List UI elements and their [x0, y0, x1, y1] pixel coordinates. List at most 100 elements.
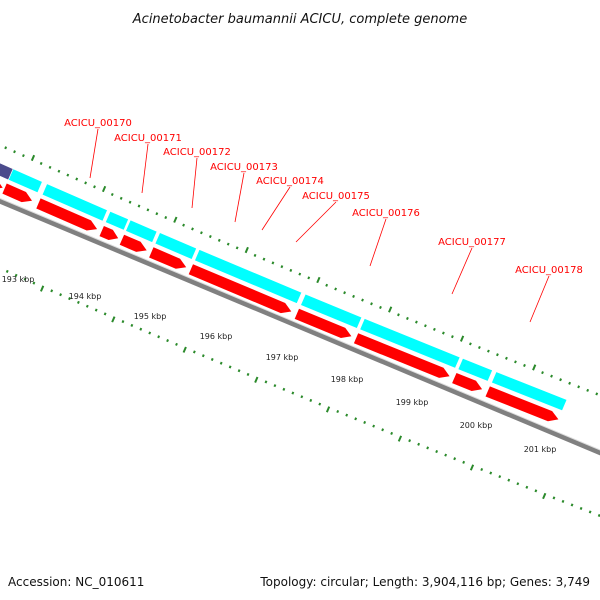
- gene-label: ACICU_00177: [438, 237, 506, 248]
- gene-feature: [359, 318, 461, 369]
- gene-label: ACICU_00176: [352, 208, 420, 219]
- inner-minor-tick: [498, 475, 502, 479]
- outer-minor-tick: [66, 173, 70, 177]
- outer-minor-tick: [271, 261, 275, 265]
- outer-minor-tick: [280, 265, 284, 269]
- outer-minor-tick: [450, 335, 454, 339]
- scale-label: 198 kbp: [331, 375, 364, 384]
- cds-feature: [99, 226, 119, 240]
- inner-minor-tick: [354, 417, 358, 421]
- cds-feature: [2, 183, 33, 203]
- inner-major-tick: [325, 406, 331, 413]
- outer-minor-tick: [39, 161, 43, 165]
- outer-minor-tick: [577, 385, 581, 389]
- outer-minor-tick: [182, 223, 185, 227]
- outer-minor-tick: [307, 276, 311, 280]
- inner-minor-tick: [219, 361, 223, 365]
- scale-label: 199 kbp: [396, 398, 429, 407]
- outer-minor-tick: [208, 235, 212, 239]
- outer-minor-tick: [441, 331, 445, 335]
- gene-feature: [154, 232, 197, 260]
- inner-minor-tick: [76, 300, 80, 304]
- inner-minor-tick: [588, 510, 592, 514]
- accession-text: Accession: NC_010611: [8, 575, 144, 589]
- inner-minor-tick: [228, 365, 232, 369]
- scale-label: 197 kbp: [266, 353, 299, 362]
- outer-minor-tick: [423, 324, 427, 328]
- cds-feature: [485, 386, 559, 422]
- inner-minor-tick: [273, 384, 277, 388]
- inner-minor-tick: [534, 489, 538, 493]
- inner-minor-tick: [408, 439, 412, 443]
- gene-label-leader: [451, 247, 473, 295]
- outer-minor-tick: [505, 356, 508, 360]
- inner-minor-tick: [68, 297, 71, 301]
- inner-minor-tick: [453, 457, 457, 461]
- outer-minor-tick: [496, 353, 499, 357]
- inner-minor-tick: [282, 387, 286, 391]
- inner-minor-tick: [480, 467, 484, 472]
- gene-feature: [41, 183, 108, 222]
- outer-minor-tick: [397, 313, 400, 317]
- outer-minor-tick: [352, 294, 355, 298]
- outer-minor-tick: [487, 349, 490, 353]
- outer-minor-tick: [406, 316, 409, 320]
- inner-minor-tick: [175, 342, 178, 346]
- gene-label-leader: [529, 275, 550, 323]
- gene-label-leader: [295, 201, 337, 243]
- scale-label: 193 kbp: [2, 275, 35, 284]
- outer-minor-tick: [200, 231, 203, 235]
- inner-minor-tick: [157, 335, 161, 339]
- outer-minor-tick: [262, 257, 266, 261]
- inner-major-tick: [111, 316, 116, 323]
- inner-minor-tick: [525, 485, 529, 489]
- inner-minor-tick: [139, 327, 143, 331]
- inner-minor-tick: [50, 289, 54, 293]
- inner-minor-tick: [59, 293, 63, 297]
- genome-summary-text: Topology: circular; Length: 3,904,116 bp…: [259, 575, 590, 589]
- inner-minor-tick: [579, 506, 583, 511]
- inner-minor-tick: [435, 449, 439, 454]
- outer-minor-tick: [235, 246, 239, 250]
- outer-major-tick: [532, 364, 537, 371]
- cds-feature: [294, 308, 352, 338]
- outer-minor-tick: [370, 302, 373, 306]
- outer-minor-tick: [514, 360, 517, 364]
- scale-label: 195 kbp: [134, 312, 167, 321]
- gene-feature: [105, 210, 129, 231]
- outer-minor-tick: [48, 165, 52, 169]
- inner-minor-tick: [130, 323, 134, 327]
- outer-major-tick: [316, 276, 321, 284]
- outer-minor-tick: [432, 327, 436, 331]
- inner-minor-tick: [426, 446, 430, 450]
- outer-major-tick: [459, 335, 465, 342]
- inner-major-tick: [182, 346, 187, 353]
- outer-major-tick: [173, 216, 178, 223]
- outer-minor-tick: [110, 192, 114, 197]
- inner-major-tick: [254, 376, 259, 383]
- map-layer: 193 kbp 194 kbp 195 kbp 196 kbp 197 kbp 198 k…: [0, 118, 600, 518]
- outer-major-tick: [244, 246, 249, 254]
- outer-minor-tick: [343, 291, 346, 295]
- outer-minor-tick: [325, 283, 329, 287]
- scale-label: 194 kbp: [69, 292, 102, 301]
- inner-minor-tick: [23, 277, 27, 281]
- inner-major-tick: [469, 464, 475, 471]
- outer-minor-tick: [128, 200, 132, 204]
- outer-minor-tick: [415, 320, 418, 324]
- map-title: Acinetobacter baumannii ACICU, complete …: [132, 12, 467, 27]
- gene-feature: [125, 219, 158, 243]
- cds-feature: [36, 198, 98, 231]
- gene-label-leader: [234, 172, 245, 223]
- gene-label: ACICU_00170: [64, 118, 132, 129]
- gene-label-leader: [261, 186, 291, 231]
- inner-minor-tick: [516, 482, 520, 486]
- outer-minor-tick: [164, 215, 168, 220]
- outer-minor-tick: [146, 208, 150, 212]
- inner-minor-tick: [103, 312, 107, 316]
- outer-minor-tick: [21, 154, 25, 158]
- outer-minor-tick: [595, 392, 599, 396]
- outer-minor-tick: [379, 305, 382, 309]
- genome-backbone: [0, 198, 600, 456]
